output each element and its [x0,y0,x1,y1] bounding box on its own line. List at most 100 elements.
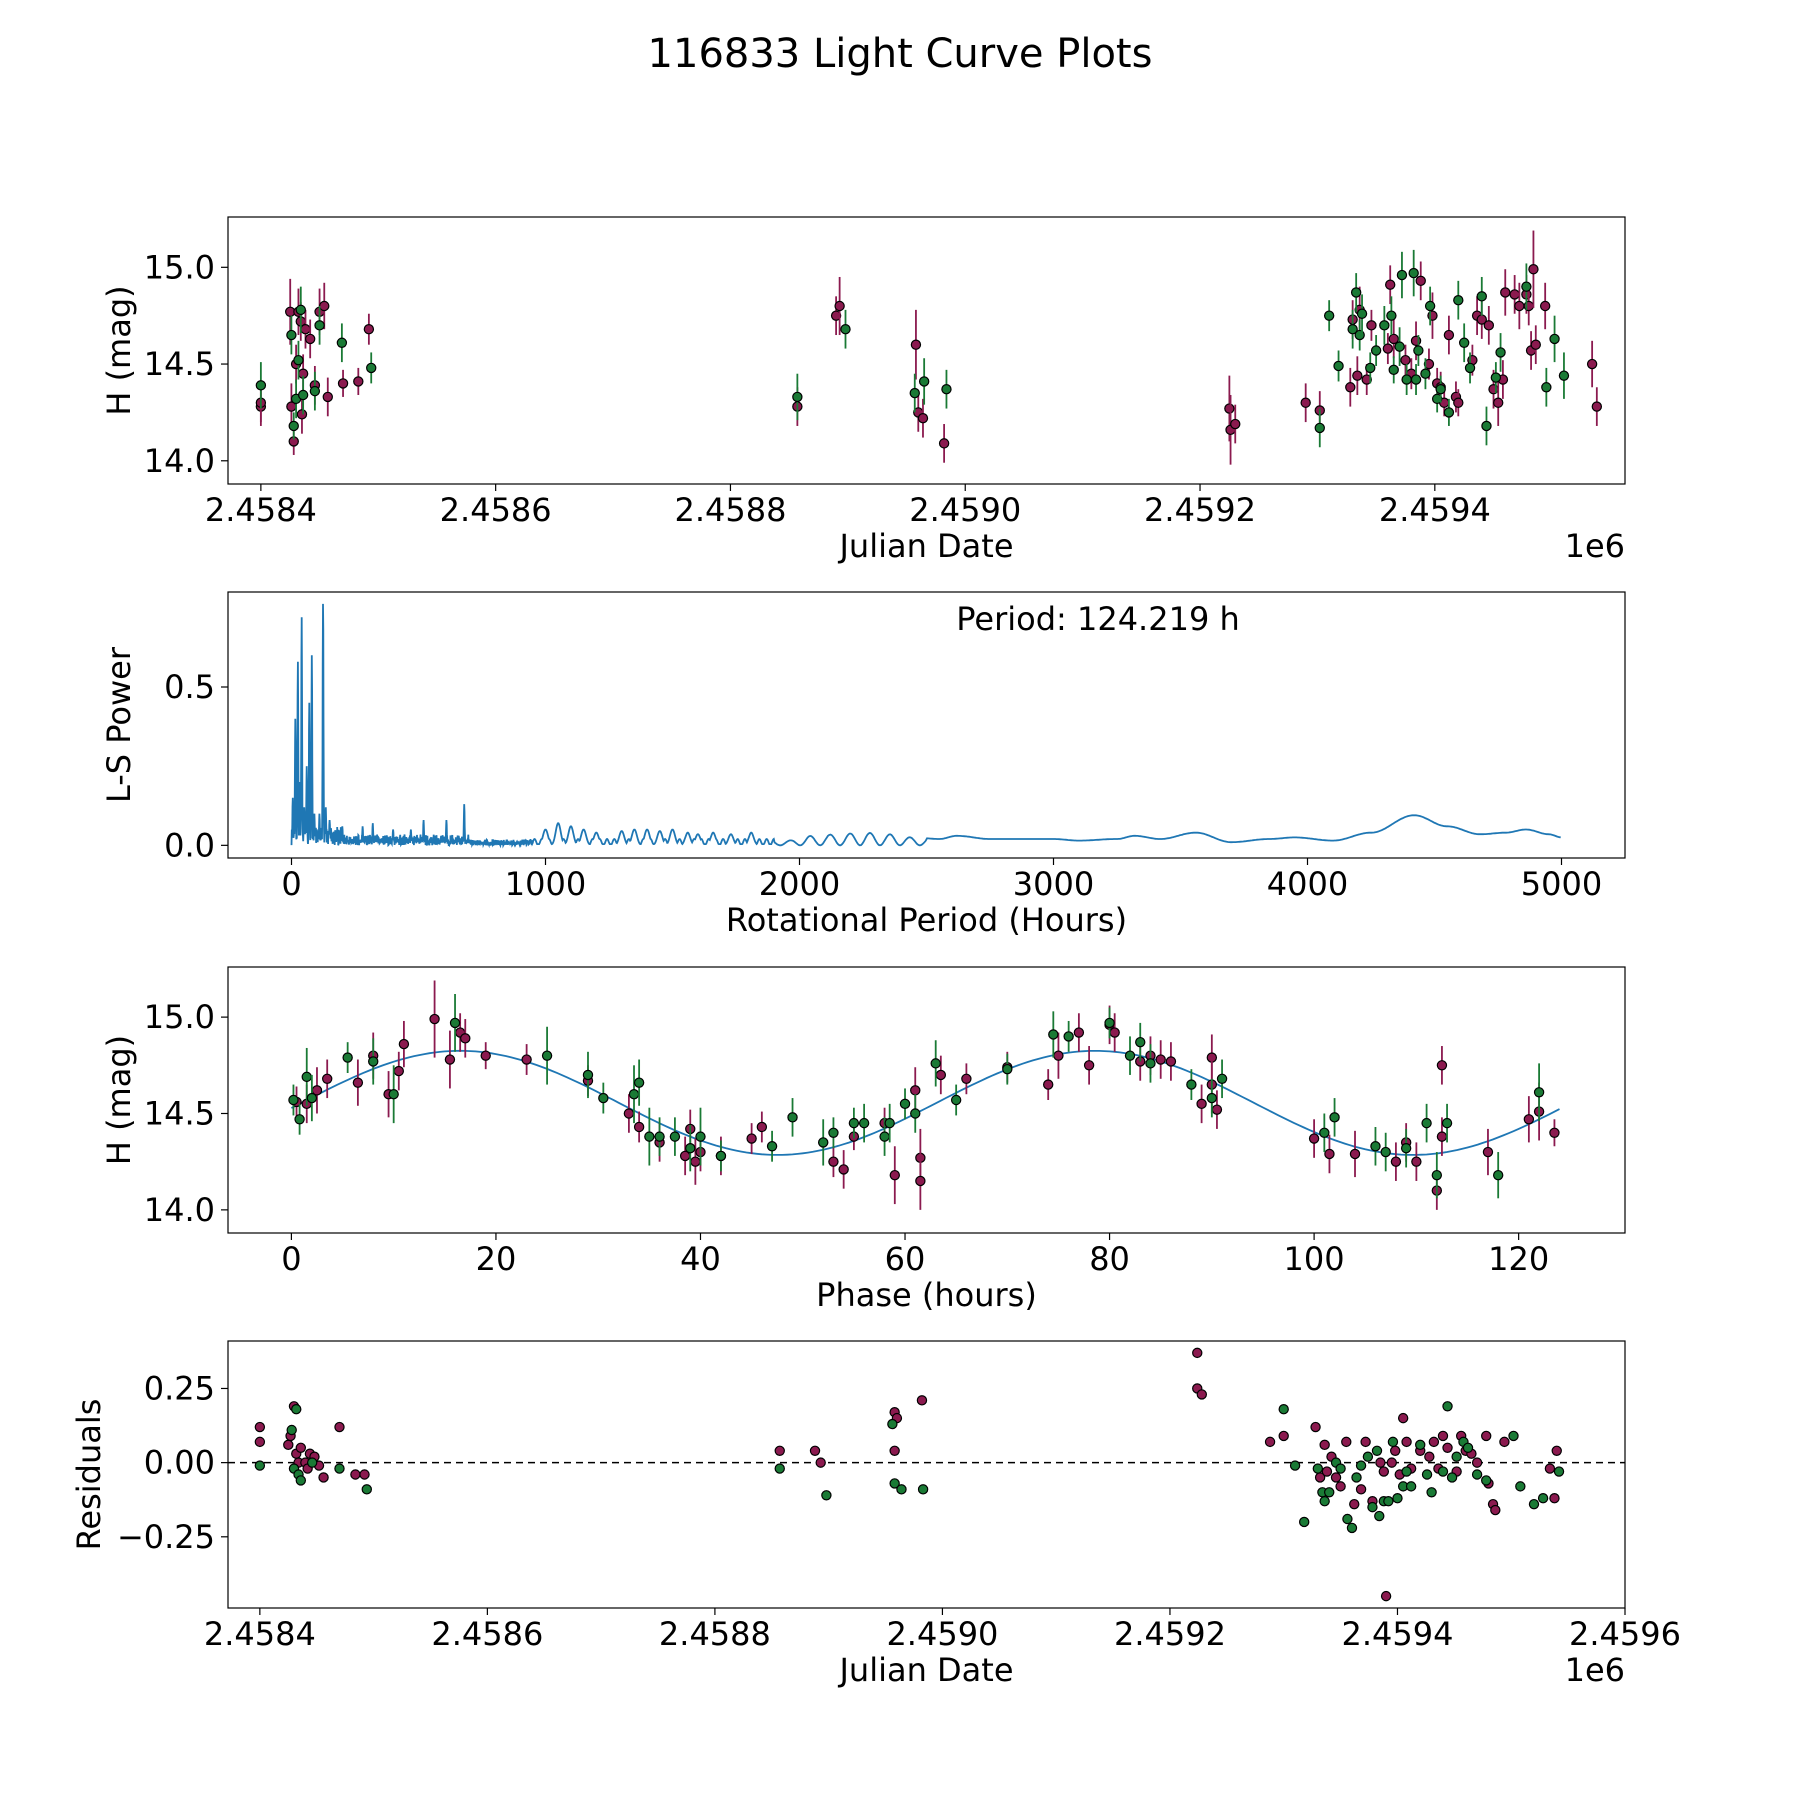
lightcurve-data-point [1396,269,1408,281]
phased-data-point [1482,1146,1494,1158]
residuals-data-point [1375,1457,1386,1468]
lightcurve-data-point [363,324,375,335]
residuals-data-point [1392,1493,1403,1504]
residuals-data-point [1386,1457,1397,1468]
phased-data-point [1329,1112,1340,1123]
residuals-data-point [1192,1347,1203,1359]
phased-data-point [654,1131,665,1142]
phased-data-point [935,1069,947,1081]
phased-data-point [1002,1063,1013,1075]
residuals-data-point [1499,1436,1510,1448]
phased-data-point [1523,1114,1535,1125]
periodogram-x-axis-label: Rotational Period (Hours) [726,901,1127,939]
phased-data-point [1436,1131,1448,1142]
residuals-data-point [306,1457,318,1468]
phased-data-point [1083,1060,1095,1071]
phased-data-point [879,1131,890,1142]
lightcurve-data-point [1509,289,1520,300]
residuals-data-point [821,1490,832,1501]
residuals-data-point [889,1478,900,1489]
residuals-data-point [1310,1421,1321,1433]
residuals-axes-frame [227,1340,1626,1609]
lightcurve-data-point [336,337,348,348]
phased-data-point [884,1117,895,1129]
residuals-data-point [350,1469,361,1480]
residuals-y-tick-label: 0.25 [144,1369,215,1407]
phased-data-point [633,1077,645,1088]
phased-y-tick-label: 14.0 [144,1191,215,1229]
lightcurve-axes-frame [227,216,1626,485]
lightcurve-data-point [1476,291,1487,302]
phased-data-point [1421,1117,1432,1129]
lightcurve-data-point [1413,345,1424,356]
phased-data-point [449,1017,461,1029]
residuals-data-point [1401,1436,1412,1448]
lightcurve-data-point [1514,300,1525,312]
residuals-data-point [1442,1442,1453,1454]
residuals-data-point [1387,1436,1399,1448]
lightcurve-series-filter_b [255,249,1570,448]
residuals-data-point [1380,1590,1392,1602]
residuals-data-point [318,1472,329,1483]
phased-data-point [1043,1079,1054,1090]
residuals-data-point [1515,1481,1526,1492]
phased-x-tick-label: 60 [885,1240,926,1278]
lightcurve-data-point [1400,354,1411,366]
residuals-data-point [1428,1436,1440,1448]
lightcurve-data-point [1483,320,1495,331]
phased-data-point [342,1052,353,1063]
lightcurve-data-point [1314,422,1325,434]
phased-data-point [715,1150,727,1162]
residuals-data-point [774,1463,785,1474]
lightcurve-data-point [1453,397,1464,408]
phased-data-point [858,1117,870,1129]
phased-data-point [460,1033,471,1044]
residuals-data-point [334,1421,345,1433]
lightcurve-data-point [295,304,306,316]
phased-data-point [541,1050,553,1061]
residuals-data-point [1383,1495,1394,1507]
lightcurve-data-point [1347,324,1358,335]
residuals-data-point [286,1424,297,1436]
residuals-data-point [1490,1504,1501,1516]
phased-data-point [828,1156,839,1167]
phased-data-point [1048,1029,1059,1040]
lightcurve-data-point [1500,287,1511,298]
lightcurve-data-point [830,310,842,321]
lightcurve-data-point [1591,401,1603,412]
period-annotation: Period: 124.219 h [956,600,1240,638]
lightcurve-data-point [309,385,321,397]
lightcurve-data-point [1350,287,1362,298]
residuals-data-point [1544,1463,1556,1474]
phased-data-point [368,1056,379,1067]
residuals-data-point [1390,1445,1401,1456]
lightcurve-data-point [1435,383,1446,395]
residuals-data-point [254,1436,266,1448]
residuals-data-point [1424,1451,1435,1462]
phased-data-point [1533,1087,1545,1098]
lightcurve-data-point [1490,372,1502,383]
residuals-data-point [1401,1466,1412,1477]
phased-data-point [1145,1058,1156,1069]
lightcurve-data-point [1528,264,1539,275]
phased-data-point [1104,1017,1115,1029]
phased-data-point [766,1141,778,1152]
phased-data-point [1124,1050,1136,1061]
residuals-data-point [1415,1439,1426,1451]
residuals-data-point [361,1484,372,1495]
residuals-data-point [1335,1481,1346,1492]
phased-data-point [429,1013,440,1025]
lightcurve-data-point [918,376,930,387]
residuals-x-offset-label: 1e6 [1565,1651,1625,1689]
residuals-data-point [1551,1445,1562,1456]
residuals-data-point [295,1475,307,1486]
lightcurve-data-point [1385,279,1396,290]
phased-axes-frame [227,966,1626,1234]
residuals-data-point [1508,1430,1519,1442]
residuals-data-point [1471,1469,1483,1480]
lightcurve-data-point [1521,281,1532,292]
periodogram-plot-area [290,603,1561,849]
phased-series-filter_b [288,993,1545,1199]
residuals-y-tick-label: −0.25 [117,1518,215,1556]
